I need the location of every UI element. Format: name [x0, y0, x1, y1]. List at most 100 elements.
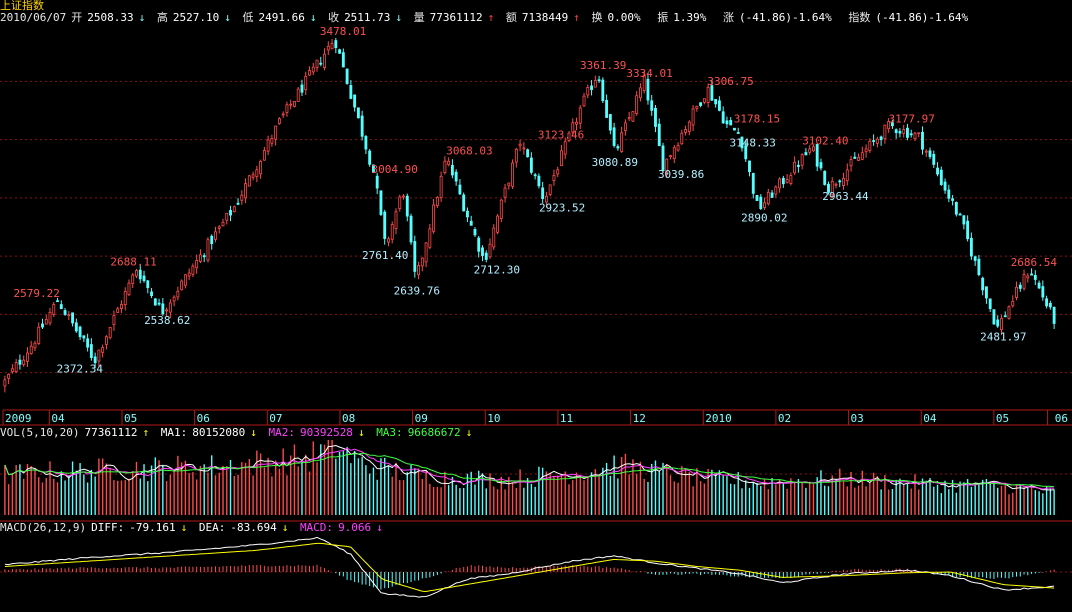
- candle-body[interactable]: [123, 291, 127, 306]
- candle-body[interactable]: [281, 113, 285, 116]
- candle-body[interactable]: [146, 280, 150, 289]
- candle-body[interactable]: [962, 215, 966, 225]
- candle-body[interactable]: [936, 167, 939, 175]
- candle-body[interactable]: [879, 136, 883, 141]
- candle-body[interactable]: [860, 152, 864, 160]
- candle-body[interactable]: [691, 108, 695, 126]
- candle-body[interactable]: [67, 314, 71, 316]
- candle-body[interactable]: [544, 195, 548, 203]
- candle-body[interactable]: [41, 323, 44, 328]
- candle-body[interactable]: [473, 229, 477, 236]
- candle-body[interactable]: [368, 150, 372, 165]
- candle-body[interactable]: [928, 150, 932, 157]
- candle-body[interactable]: [1033, 275, 1037, 280]
- candle-body[interactable]: [939, 169, 943, 185]
- candle-body[interactable]: [334, 40, 338, 49]
- candle-body[interactable]: [71, 312, 75, 324]
- candle-body[interactable]: [548, 184, 552, 195]
- candle-body[interactable]: [398, 196, 402, 209]
- candle-body[interactable]: [578, 107, 582, 124]
- candle-body[interactable]: [601, 79, 605, 102]
- candle-body[interactable]: [883, 124, 887, 139]
- candle-body[interactable]: [86, 338, 90, 348]
- candle-body[interactable]: [435, 197, 439, 206]
- candle-body[interactable]: [300, 84, 304, 93]
- candle-body[interactable]: [10, 368, 14, 372]
- candle-body[interactable]: [104, 336, 108, 345]
- candle-body[interactable]: [590, 85, 593, 90]
- candle-body[interactable]: [428, 228, 432, 248]
- candle-body[interactable]: [646, 78, 650, 101]
- volume-panel[interactable]: [4, 440, 1055, 515]
- candle-body[interactable]: [466, 210, 469, 218]
- candlestick-series[interactable]: [3, 37, 1056, 393]
- candle-body[interactable]: [1018, 284, 1022, 289]
- candle-body[interactable]: [845, 169, 849, 182]
- candle-body[interactable]: [82, 335, 86, 339]
- candle-body[interactable]: [210, 235, 214, 245]
- candle-body[interactable]: [63, 310, 67, 315]
- candle-body[interactable]: [571, 122, 575, 133]
- candle-body[interactable]: [932, 153, 936, 165]
- candle-body[interactable]: [522, 147, 526, 150]
- candle-body[interactable]: [984, 286, 988, 299]
- candle-body[interactable]: [567, 132, 571, 141]
- candle-body[interactable]: [296, 88, 300, 102]
- candle-body[interactable]: [793, 161, 797, 174]
- candle-body[interactable]: [447, 160, 451, 166]
- candle-body[interactable]: [894, 129, 898, 134]
- candle-body[interactable]: [187, 272, 191, 277]
- candle-body[interactable]: [330, 43, 334, 50]
- candle-body[interactable]: [744, 145, 748, 160]
- candle-body[interactable]: [262, 150, 266, 161]
- candle-body[interactable]: [161, 303, 165, 315]
- candle-body[interactable]: [1041, 286, 1045, 298]
- candle-body[interactable]: [255, 169, 259, 177]
- candle-body[interactable]: [285, 104, 289, 113]
- candle-body[interactable]: [676, 144, 680, 151]
- candle-body[interactable]: [917, 132, 921, 135]
- candle-body[interactable]: [277, 118, 281, 124]
- candle-body[interactable]: [420, 257, 424, 267]
- candle-body[interactable]: [157, 302, 161, 305]
- candle-body[interactable]: [432, 204, 436, 232]
- candle-body[interactable]: [789, 175, 793, 184]
- candle-body[interactable]: [326, 45, 330, 51]
- candle-body[interactable]: [315, 59, 319, 68]
- candle-body[interactable]: [827, 183, 830, 193]
- candle-body[interactable]: [687, 121, 691, 132]
- candle-body[interactable]: [424, 242, 428, 263]
- candle-body[interactable]: [781, 177, 785, 185]
- candle-body[interactable]: [575, 121, 578, 125]
- candle-body[interactable]: [450, 164, 454, 176]
- candle-body[interactable]: [890, 122, 894, 127]
- candle-body[interactable]: [135, 270, 138, 277]
- candle-body[interactable]: [78, 326, 82, 338]
- candle-body[interactable]: [3, 379, 7, 387]
- candle-body[interactable]: [657, 123, 661, 147]
- candle-body[interactable]: [586, 87, 590, 96]
- candle-body[interactable]: [627, 117, 631, 120]
- candle-body[interactable]: [717, 100, 721, 111]
- candle-body[interactable]: [725, 120, 729, 125]
- candle-body[interactable]: [481, 247, 484, 256]
- candle-body[interactable]: [409, 215, 413, 243]
- candle-body[interactable]: [496, 215, 499, 233]
- candle-body[interactable]: [529, 157, 533, 173]
- candle-body[interactable]: [616, 146, 620, 149]
- candle-body[interactable]: [202, 255, 206, 258]
- candle-body[interactable]: [360, 115, 364, 137]
- candle-body[interactable]: [206, 239, 210, 261]
- candle-body[interactable]: [556, 169, 560, 175]
- candle-body[interactable]: [868, 140, 872, 151]
- candle-body[interactable]: [1022, 274, 1026, 289]
- candle-body[interactable]: [593, 80, 597, 88]
- candle-body[interactable]: [439, 175, 443, 199]
- candle-body[interactable]: [823, 170, 827, 185]
- candle-body[interactable]: [699, 102, 703, 106]
- candle-body[interactable]: [830, 181, 834, 195]
- candle-body[interactable]: [1003, 315, 1007, 318]
- candle-body[interactable]: [909, 133, 913, 136]
- candle-body[interactable]: [838, 180, 842, 183]
- candle-body[interactable]: [44, 318, 48, 325]
